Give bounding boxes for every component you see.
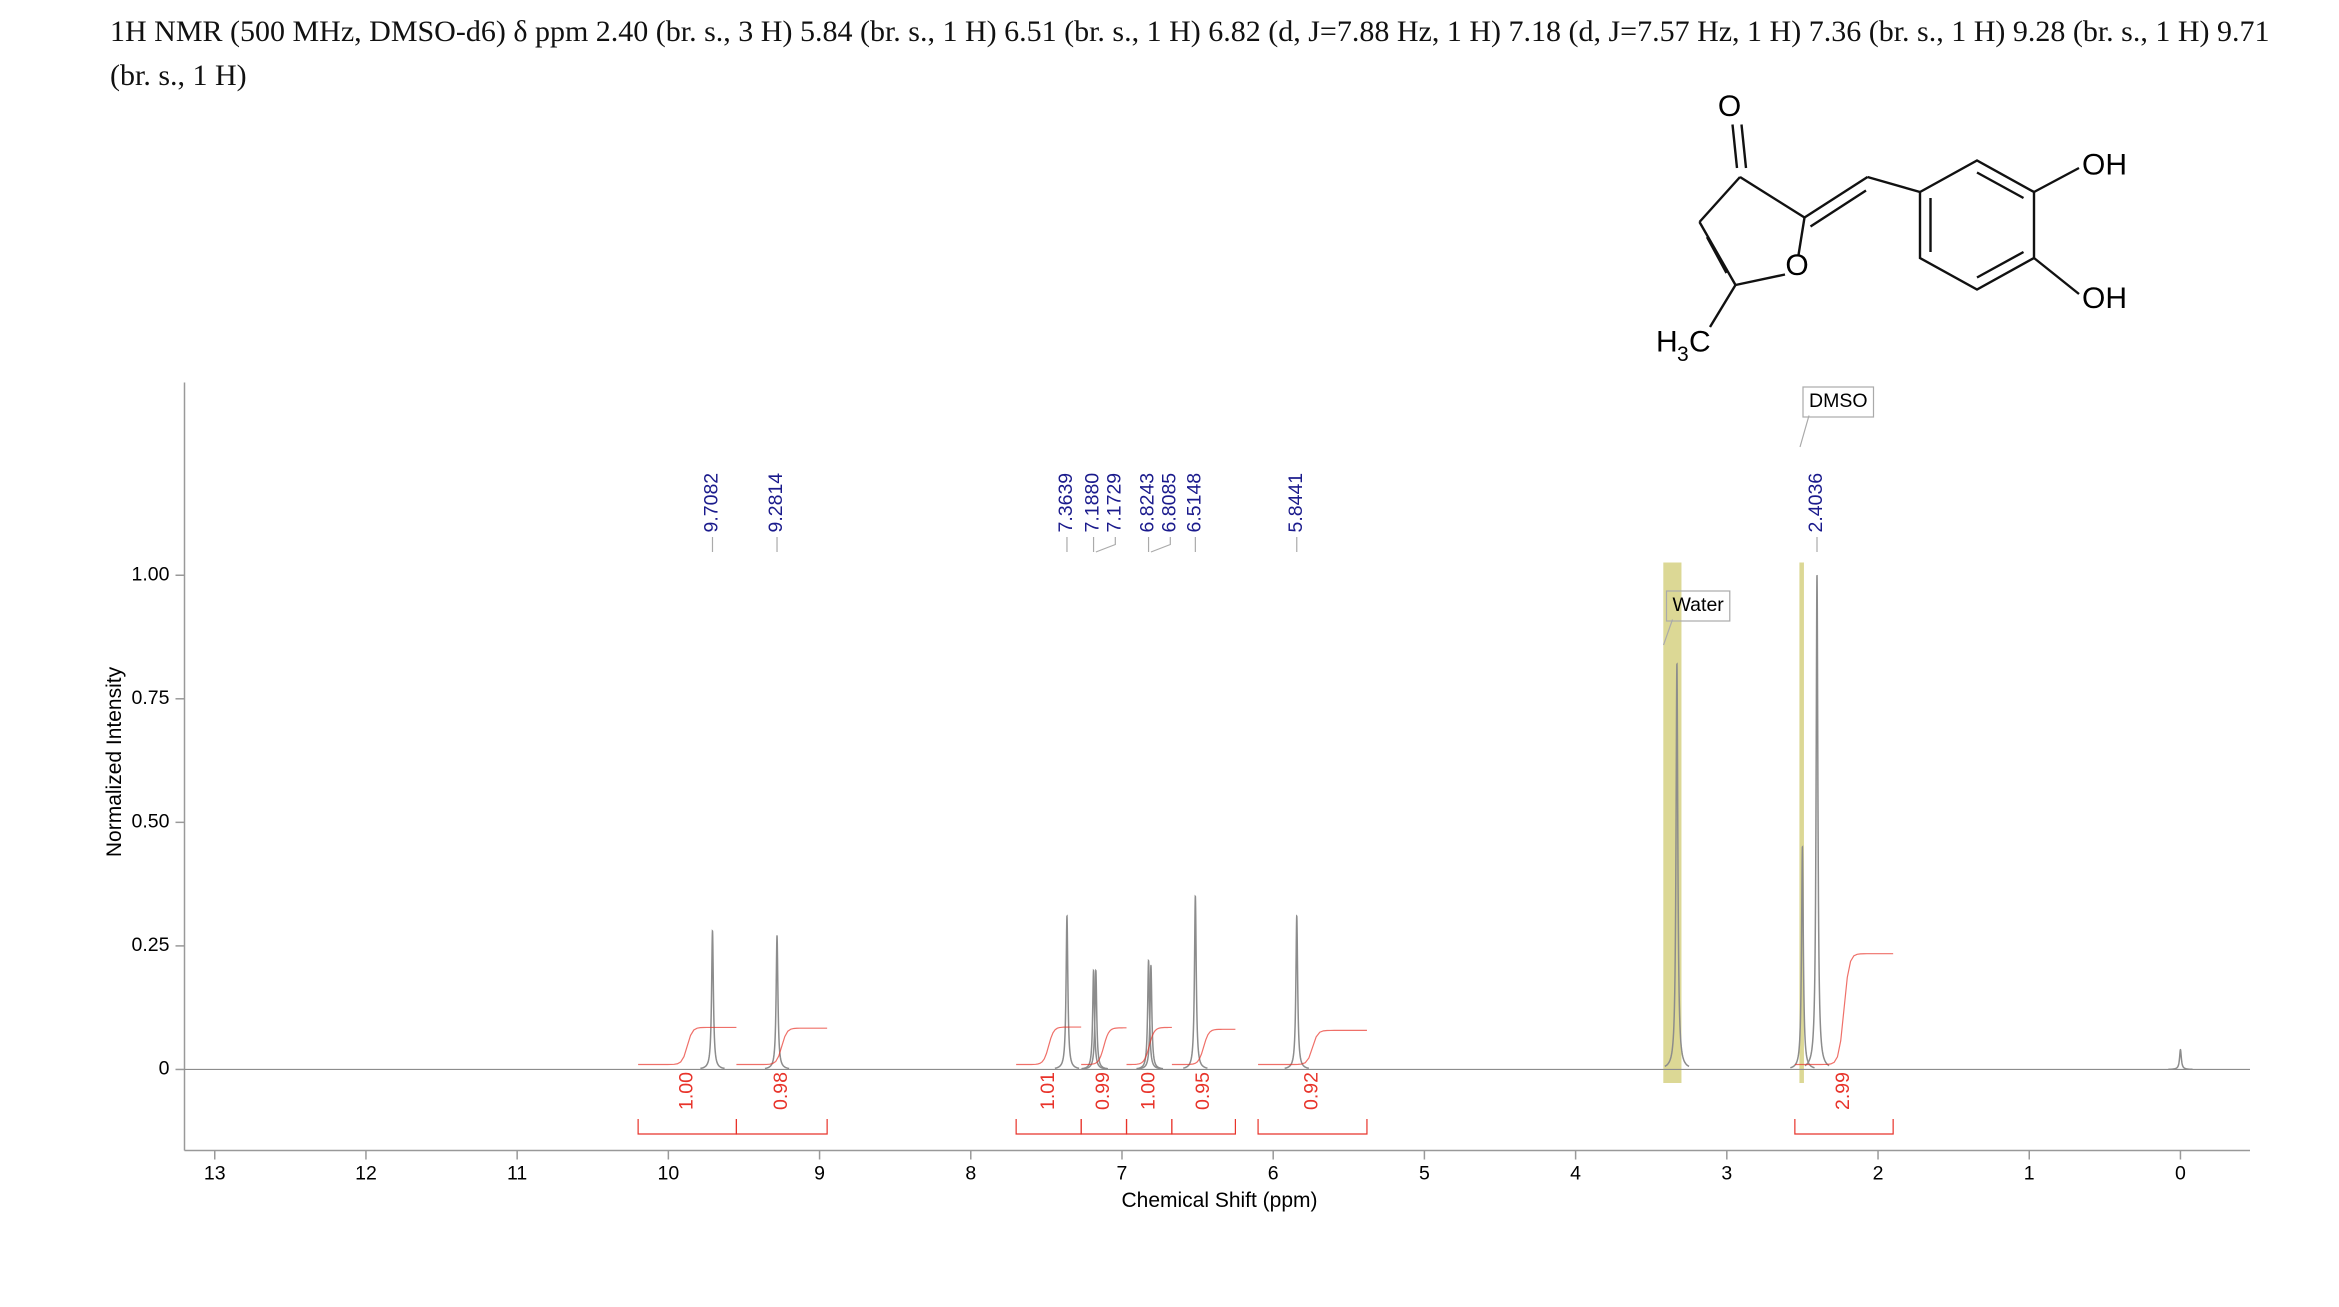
integral-curve [1016, 1026, 1082, 1066]
peak [1804, 574, 1830, 1067]
x-tick-label: 13 [204, 1163, 226, 1185]
annotation-label: Water [1673, 594, 1725, 616]
x-tick-label: 1 [2024, 1163, 2035, 1185]
integral-curve [1794, 953, 1894, 1066]
y-axis-label: Normalized Intensity [103, 666, 126, 857]
integral-curve [1171, 1028, 1236, 1066]
y-tick-label: 0.50 [132, 811, 170, 833]
x-tick-label: 12 [355, 1163, 377, 1185]
y-tick-label: 0.25 [132, 934, 170, 956]
integral-curve [638, 1026, 737, 1066]
structure: O O OH OH H 3 C [1656, 90, 2127, 366]
peak [1083, 968, 1109, 1070]
integral-label: 0.99 [1092, 1072, 1114, 1110]
x-tick-label: 6 [1268, 1163, 1279, 1185]
integral-curve [1081, 1027, 1127, 1066]
annotation-leader [1662, 619, 1674, 646]
peak [1790, 845, 1815, 1069]
peak-label: 2.4036 [1805, 473, 1827, 533]
y-tick-label: 0 [159, 1058, 170, 1080]
title: 1H NMR (500 MHz, DMSO-d6) δ ppm 2.40 (br… [110, 15, 2270, 92]
peak-label: 6.5148 [1184, 473, 1206, 533]
atom-label: C [1689, 325, 1711, 358]
peak [1284, 914, 1310, 1070]
x-tick-label: 9 [814, 1163, 825, 1185]
integral-bracket [1257, 1119, 1368, 1135]
peak-label: 7.3639 [1055, 473, 1077, 533]
peak-label: 9.2814 [765, 473, 787, 533]
peak-label: 7.1880 [1082, 473, 1104, 533]
peak-label: 7.1729 [1103, 473, 1125, 533]
y-tick-label: 1.00 [132, 563, 170, 585]
x-tick-label: 11 [507, 1163, 527, 1185]
x-tick-label: 5 [1419, 1163, 1430, 1185]
integral-curve [736, 1027, 828, 1066]
integral-bracket [1080, 1119, 1128, 1135]
y-tick-label: 0.75 [132, 687, 170, 709]
annotation-leader [1799, 415, 1810, 448]
x-axis-label: Chemical Shift (ppm) [1121, 1189, 1317, 1212]
atom-label: O [1785, 249, 1808, 282]
integral-label: 1.00 [1137, 1072, 1159, 1110]
x-tick-label: 4 [1570, 1163, 1581, 1185]
peak [1136, 958, 1161, 1070]
peak [1664, 662, 1690, 1068]
peak [1054, 914, 1080, 1070]
atom-label: 3 [1677, 343, 1689, 366]
annotation-box [1665, 590, 1731, 622]
atom-label: O [1718, 90, 1741, 123]
peak-label: 5.8441 [1285, 473, 1307, 533]
annotation-box [1802, 386, 1875, 418]
integral-curve [1258, 1029, 1367, 1066]
peak [764, 935, 790, 1070]
peak [2168, 1048, 2193, 1071]
chart-area: O O OH OH H 3 C Chemical Shift (ppm) Nor… [103, 90, 2250, 1212]
integral-label: 0.95 [1192, 1072, 1214, 1110]
peak [1081, 968, 1106, 1070]
atom-label: H [1656, 325, 1678, 358]
integral-label: 0.92 [1301, 1072, 1323, 1110]
x-tick-label: 8 [965, 1163, 976, 1185]
x-tick-label: 0 [2175, 1163, 2186, 1185]
peak [700, 929, 725, 1070]
integral-bracket [637, 1119, 738, 1135]
integral-curve [1126, 1026, 1172, 1066]
x-tick-label: 10 [658, 1163, 680, 1185]
integral-label: 2.99 [1832, 1072, 1854, 1110]
integral-bracket [1015, 1119, 1082, 1135]
peak-label: 9.7082 [701, 473, 723, 533]
peak-connector [1150, 537, 1171, 553]
annotation-label: DMSO [1809, 390, 1868, 412]
integral-label: 1.00 [675, 1072, 697, 1110]
peak-connector [1095, 537, 1116, 553]
integral-label: 0.98 [770, 1072, 792, 1110]
x-tick-label: 2 [1873, 1163, 1884, 1185]
atom-label: OH [2082, 282, 2127, 315]
x-tick-label: 3 [1721, 1163, 1732, 1185]
integral-bracket [1171, 1119, 1236, 1135]
integral-bracket [735, 1119, 828, 1135]
atom-label: OH [2082, 148, 2127, 181]
peak [1138, 964, 1164, 1070]
solvent-band [1799, 562, 1804, 1083]
x-tick-label: 7 [1117, 1163, 1128, 1185]
integral-label: 1.01 [1037, 1072, 1059, 1110]
integral-bracket [1125, 1119, 1173, 1135]
peak-label: 6.8085 [1158, 473, 1180, 533]
integral-bracket [1794, 1119, 1894, 1135]
peak [1183, 894, 1208, 1069]
peak-label: 6.8243 [1137, 473, 1159, 533]
